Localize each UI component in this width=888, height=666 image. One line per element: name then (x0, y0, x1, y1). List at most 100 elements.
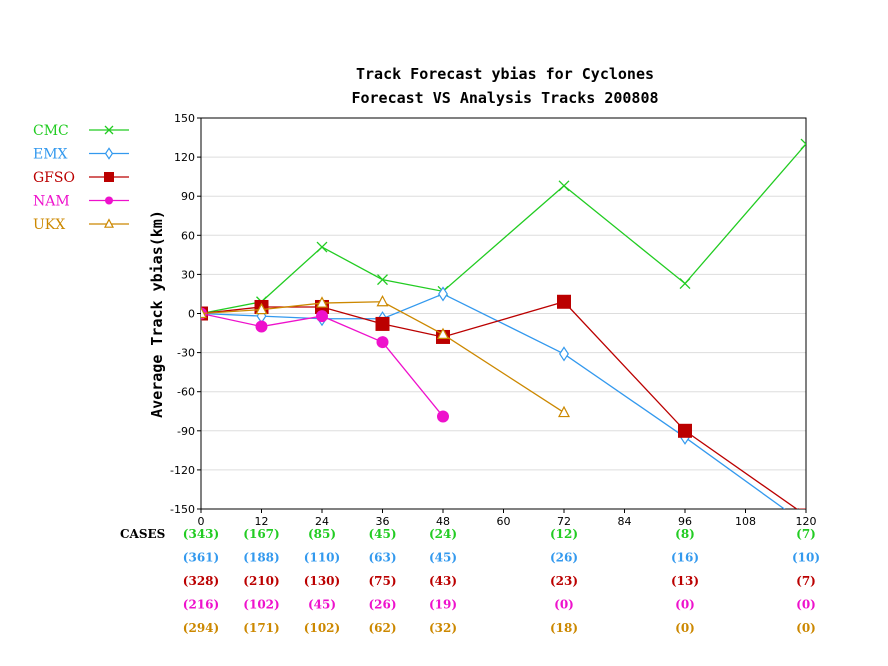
marker-circle (376, 336, 389, 349)
legend-item-nam: NAM (33, 194, 129, 210)
case-count: (13) (671, 574, 699, 588)
x-tick-label: 60 (497, 515, 511, 528)
y-tick-label: -120 (170, 464, 195, 477)
series-line (201, 301, 565, 414)
legend-label: UKX (33, 217, 65, 233)
marker-square (104, 172, 114, 182)
case-count: (26) (368, 598, 396, 612)
case-count: (7) (796, 574, 816, 588)
x-tick-label: 72 (557, 515, 571, 528)
case-count: (171) (243, 621, 279, 635)
case-counts: (343) (167) (85) (45) (24) (12) (8) (7) (361) (18… (183, 527, 820, 635)
series-nam (201, 307, 449, 423)
marker-x (104, 125, 114, 135)
case-count: (18) (550, 621, 578, 635)
marker-triangle (558, 405, 570, 418)
series-cmc (201, 138, 806, 319)
marker-square (375, 316, 390, 331)
series-emx (201, 286, 786, 509)
marker-triangle (316, 296, 328, 308)
legend-item-cmc: CMC (33, 123, 129, 139)
case-count: (45) (368, 527, 396, 541)
y-tick-label: 0 (188, 308, 195, 321)
x-tick-label: 120 (796, 515, 817, 528)
cases-label: CASES (120, 527, 165, 541)
case-count: (62) (368, 621, 396, 635)
y-tick-label: -60 (177, 386, 195, 399)
series-ukx (201, 294, 570, 418)
y-tick-label: -30 (177, 347, 195, 360)
case-count: (210) (243, 574, 279, 588)
series-line (201, 143, 806, 315)
x-axis-ticks: 0 12 24 36 48 60 72 84 96 108 120 (198, 509, 817, 528)
case-count: (294) (183, 621, 219, 635)
x-tick-label: 108 (735, 515, 756, 528)
marker-circle (105, 196, 113, 205)
grid (201, 156, 806, 471)
legend: CMC EMX GFSO NAM UKX (33, 123, 129, 233)
case-count: (328) (183, 574, 219, 588)
y-tick-label: -150 (170, 503, 195, 516)
marker-circle (255, 320, 268, 333)
case-count: (32) (429, 621, 457, 635)
y-tick-label: 150 (174, 112, 195, 125)
chart-title: Track Forecast ybias for Cyclones (356, 65, 654, 83)
case-count: (0) (554, 598, 574, 612)
marker-x (558, 180, 570, 192)
marker-x (800, 138, 806, 150)
legend-label: NAM (33, 194, 70, 210)
case-count: (10) (792, 551, 820, 565)
marker-triangle (201, 306, 207, 319)
case-count: (343) (183, 527, 219, 541)
case-count: (23) (550, 574, 578, 588)
case-count: (85) (308, 527, 336, 541)
marker-diamond (104, 147, 114, 160)
case-count: (24) (429, 527, 457, 541)
marker-x (377, 274, 388, 286)
legend-label: EMX (33, 147, 68, 163)
case-count: (0) (796, 598, 816, 612)
x-tick-label: 36 (376, 515, 390, 528)
series-line (201, 293, 786, 509)
legend-label: CMC (33, 123, 69, 139)
case-count: (7) (796, 527, 816, 541)
x-tick-label: 12 (255, 515, 269, 528)
y-tick-label: 30 (181, 268, 195, 281)
x-tick-label: 96 (678, 515, 692, 528)
marker-triangle (255, 302, 268, 315)
marker-square (557, 294, 571, 309)
case-count: (43) (429, 574, 457, 588)
x-tick-label: 84 (618, 515, 632, 528)
y-axis-label: Average Track ybias(km) (148, 210, 166, 418)
case-count: (102) (243, 598, 279, 612)
case-count: (102) (304, 621, 340, 635)
series-line (201, 301, 798, 509)
case-count: (63) (368, 551, 396, 565)
legend-label: GFSO (33, 170, 75, 186)
case-count: (0) (796, 621, 816, 635)
marker-triangle (376, 294, 389, 307)
case-count: (75) (368, 574, 396, 588)
legend-item-emx: EMX (33, 147, 129, 163)
chart-subtitle: Forecast VS Analysis Tracks 200808 (351, 89, 658, 107)
case-count: (45) (429, 551, 457, 565)
series-gfso (201, 294, 806, 509)
case-count: (361) (183, 551, 219, 565)
case-count: (188) (243, 551, 279, 565)
legend-item-ukx: UKX (33, 217, 129, 233)
case-count: (8) (675, 527, 695, 541)
case-count: (167) (243, 527, 279, 541)
case-count: (0) (675, 598, 695, 612)
y-tick-label: -90 (177, 425, 195, 438)
x-tick-label: 48 (436, 515, 450, 528)
marker-x (679, 278, 691, 289)
y-tick-label: 60 (181, 229, 195, 242)
marker-square (678, 423, 692, 438)
y-tick-label: 120 (174, 151, 195, 164)
series-layer (201, 138, 806, 509)
y-tick-label: 90 (181, 190, 195, 203)
y-axis-ticks: 150 120 90 60 30 0 -30 -60 -90 -120 -150 (170, 112, 201, 516)
marker-circle (316, 310, 328, 323)
case-count: (110) (304, 551, 340, 565)
